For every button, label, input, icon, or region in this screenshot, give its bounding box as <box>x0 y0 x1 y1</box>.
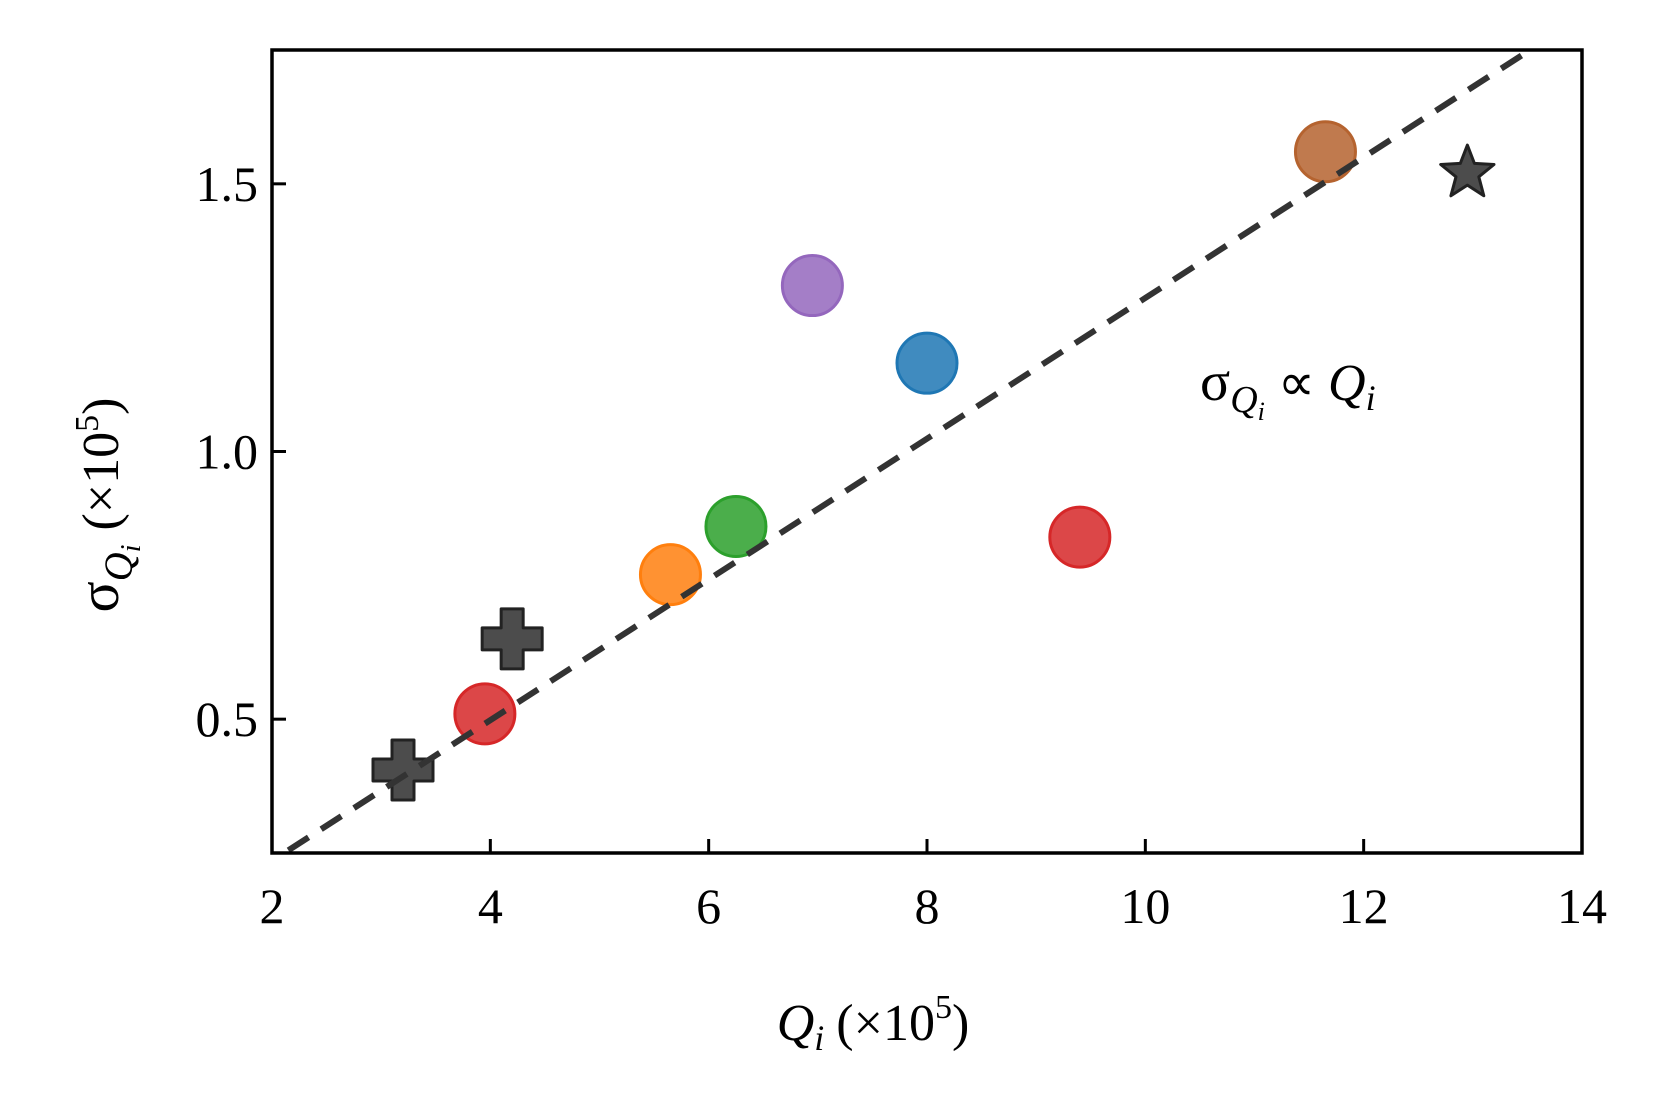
axes: 2 4 6 8 10 12 14 0.5 1.0 1.5 <box>196 48 1607 934</box>
plot-area <box>286 50 1536 853</box>
fit-line <box>286 50 1536 853</box>
x-axis-label: Qi (×105) <box>777 989 970 1058</box>
x-tick-label: 12 <box>1339 878 1389 934</box>
relation-annotation: σQi ∝ Qi <box>1200 351 1376 426</box>
x-tick-label: 8 <box>915 878 940 934</box>
x-tick-label: 4 <box>478 878 503 934</box>
data-point-star <box>1439 143 1496 198</box>
data-point-circle <box>704 494 768 558</box>
x-tick-label: 10 <box>1120 878 1170 934</box>
data-point-plus <box>371 738 435 802</box>
data-point-circle <box>638 543 702 607</box>
data-point-circle <box>780 254 844 318</box>
data-point-circle <box>1293 120 1357 184</box>
data-point-circle <box>895 331 959 395</box>
x-tick-label: 6 <box>696 878 721 934</box>
y-tick-label: 0.5 <box>196 691 259 747</box>
x-tick-label: 14 <box>1557 878 1607 934</box>
data-point-circle <box>453 682 517 746</box>
x-tick-label: 2 <box>260 878 285 934</box>
y-tick-label: 1.5 <box>196 156 259 212</box>
data-point-plus <box>480 607 544 671</box>
y-tick-label: 1.0 <box>196 424 259 480</box>
data-point-circle <box>1048 505 1112 569</box>
y-axis-label: σQi(×105) <box>66 398 147 613</box>
